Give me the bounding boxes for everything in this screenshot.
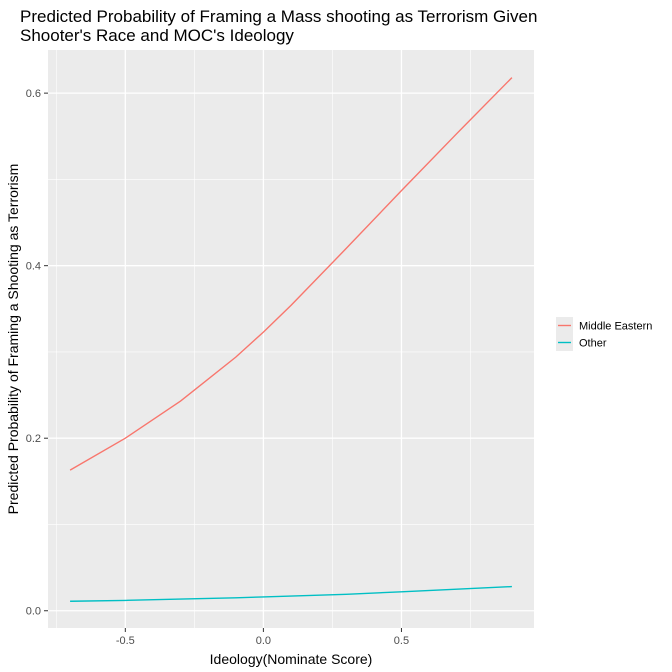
series-layer	[69, 77, 513, 602]
grid-minor	[48, 50, 534, 628]
x-tick-labels: -0.5 0.0 0.5	[116, 635, 409, 647]
axis-ticks	[44, 92, 402, 632]
chart-title-line-2: Shooter's Race and MOC's Ideology	[20, 26, 294, 45]
legend-label-1: Other	[579, 338, 607, 350]
y-tick-label: 0.6	[26, 88, 41, 100]
legend-label-0: Middle Eastern	[579, 321, 652, 333]
y-tick-label: 0.0	[26, 606, 41, 618]
y-axis-title: Predicted Probability of Framing a Shoot…	[5, 164, 21, 515]
y-tick-label: 0.2	[26, 433, 41, 445]
x-tick-label: 0.5	[394, 635, 409, 647]
y-tick-labels: 0.0 0.2 0.4 0.6	[26, 88, 41, 618]
chart-title-line-1: Predicted Probability of Framing a Mass …	[20, 7, 537, 26]
x-tick-label: -0.5	[116, 635, 135, 647]
legend: Middle Eastern Other	[556, 317, 652, 351]
x-axis-title: Ideology(Nominate Score)	[210, 651, 373, 667]
series-line-1	[70, 585, 512, 602]
y-tick-label: 0.4	[26, 261, 41, 273]
plot-panel	[48, 50, 534, 628]
series-line-0	[69, 77, 513, 471]
x-tick-label: 0.0	[256, 635, 271, 647]
grid-major	[48, 50, 534, 628]
